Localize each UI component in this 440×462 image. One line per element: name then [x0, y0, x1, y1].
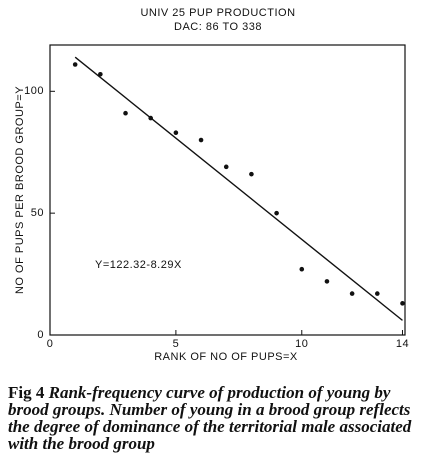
chart: UNIV 25 PUP PRODUCTION DAC: 86 TO 338 RA…	[14, 7, 409, 363]
data-point	[98, 71, 103, 77]
x-axis-label: RANK OF NO OF PUPS=X	[154, 351, 298, 363]
caption: Fig 4 Rank-frequency curve of production…	[8, 384, 433, 452]
data-point	[249, 171, 254, 177]
data-point	[72, 62, 78, 67]
y-tick-label: 100	[24, 85, 44, 97]
data-point	[123, 110, 128, 116]
x-tick-label: 0	[47, 338, 54, 350]
x-tick-label: 10	[295, 338, 308, 350]
y-axis-label: NO OF PUPS PER BROOD GROUP=Y	[14, 86, 26, 294]
data-point	[375, 291, 380, 296]
x-tick-label: 14	[396, 338, 409, 350]
data-point	[223, 164, 229, 170]
data-point	[299, 266, 305, 272]
annotation: Y=122.32-8.29X	[95, 259, 182, 271]
chart-title: UNIV 25 PUP PRODUCTION	[140, 7, 295, 19]
plot-frame	[49, 44, 406, 336]
data-point	[274, 210, 279, 216]
data-point	[148, 115, 154, 121]
chart-subtitle: DAC: 86 TO 338	[174, 21, 262, 33]
caption-label: Fig 4	[8, 383, 45, 402]
data-point	[198, 137, 204, 143]
y-tick-label: 50	[31, 207, 44, 219]
y-tick-label: 0	[37, 329, 44, 341]
data-point	[173, 130, 179, 136]
fit-line	[74, 56, 403, 321]
x-tick-label: 5	[173, 338, 180, 350]
data-point	[324, 279, 330, 284]
data-point	[349, 291, 355, 296]
data-point	[400, 301, 405, 306]
caption-text: Rank-frequency curve of production of yo…	[8, 383, 412, 453]
